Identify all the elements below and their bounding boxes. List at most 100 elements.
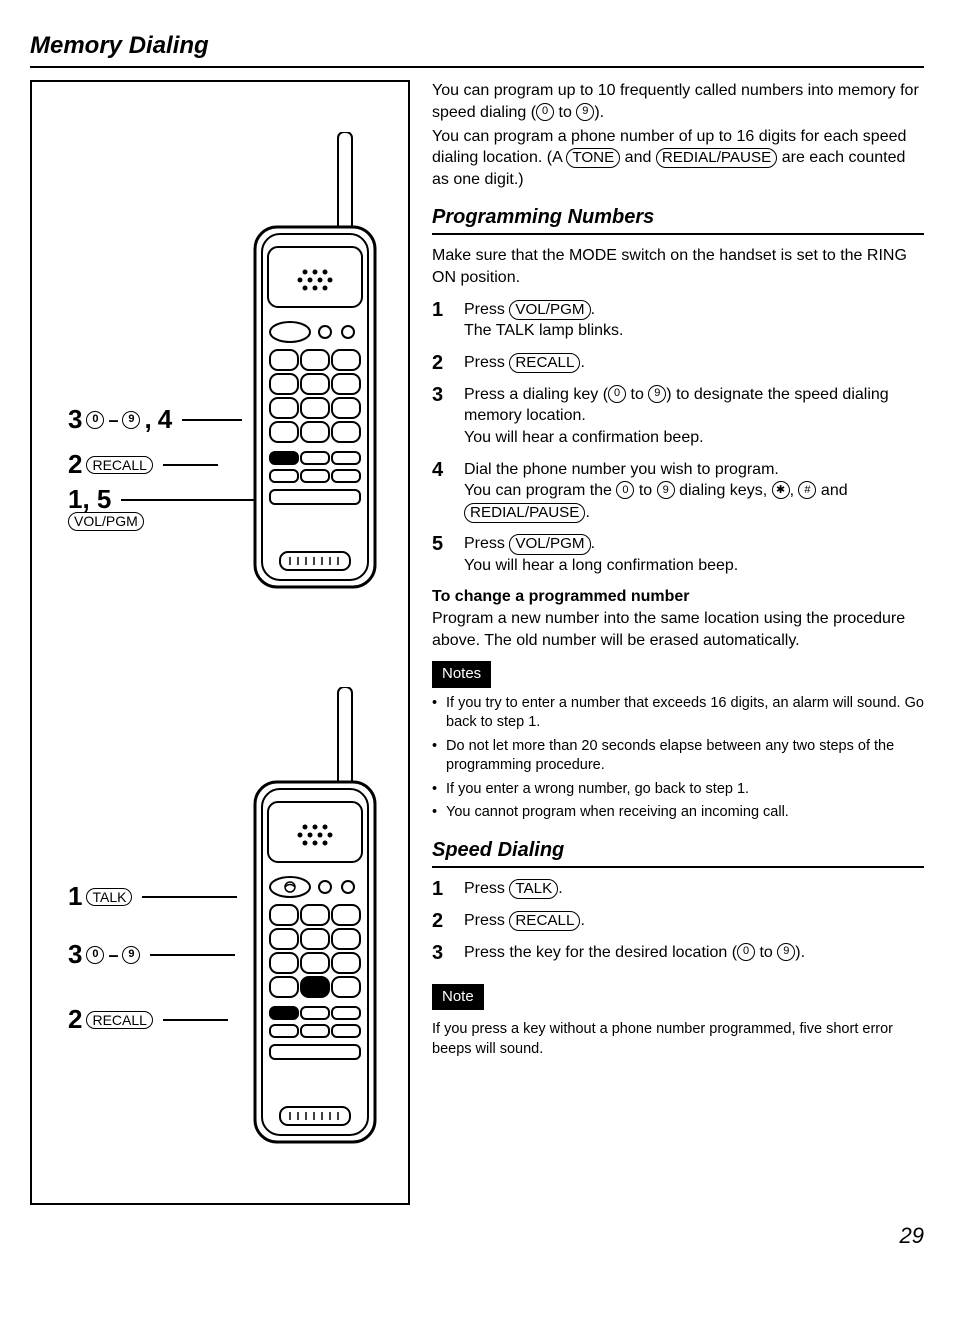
step-text: Press — [464, 880, 509, 897]
dash: – — [108, 943, 118, 967]
step-text: Press a dialing key ( — [464, 386, 608, 403]
step-1: 1 Press VOL/PGM. The TALK lamp blinks. — [432, 299, 924, 342]
change-number-body: Program a new number into the same locat… — [432, 608, 924, 651]
redial-pause-button-label: REDIAL/PAUSE — [464, 503, 585, 523]
step-l2c: , — [790, 482, 799, 499]
step-l2e: . — [585, 504, 589, 521]
notes-label: Notes — [432, 661, 491, 687]
programming-numbers-heading: Programming Numbers — [432, 204, 924, 235]
recall-button-label: RECALL — [86, 456, 152, 475]
digit-9-icon: 9 — [122, 411, 140, 429]
step-post: . — [580, 912, 584, 929]
page-title: Memory Dialing — [30, 30, 924, 68]
callout-volpgm: VOL/PGM — [68, 512, 144, 531]
diagram-programming: 3 0 – 9 , 4 2 RECALL 1, 5 VOL/PGM — [38, 92, 402, 637]
digit-0-icon: 0 — [536, 103, 554, 121]
step-number: 1 — [432, 299, 454, 342]
notes-list: If you try to enter a number that exceed… — [432, 694, 924, 823]
handset-illustration-1 — [240, 132, 390, 609]
note-item: If you try to enter a number that exceed… — [432, 694, 924, 733]
text-column: Memory Dialing You can program up to 10 … — [432, 80, 924, 1205]
digit-0-icon: 0 — [616, 481, 634, 499]
step-mid: to — [755, 944, 777, 961]
redial-pause-button-label: REDIAL/PAUSE — [656, 148, 777, 168]
page-number: 29 — [30, 1221, 924, 1251]
note-body: If you press a key without a phone numbe… — [432, 1020, 924, 1059]
step-post: . — [591, 301, 595, 318]
step-2: 2 Press RECALL. — [432, 910, 924, 932]
step-text: Press the key for the desired location ( — [464, 944, 737, 961]
step-number: 1 — [432, 878, 454, 900]
programming-steps: 1 Press VOL/PGM. The TALK lamp blinks. 2… — [432, 299, 924, 577]
digit-9-icon: 9 — [648, 385, 666, 403]
step-number: 2 — [432, 910, 454, 932]
digit-0-icon: 0 — [86, 411, 104, 429]
step-post: . — [580, 354, 584, 371]
intro-p1a: You can program up to 10 frequently call… — [432, 82, 919, 121]
callout-num: 2 — [68, 447, 82, 482]
digit-9-icon: 9 — [576, 103, 594, 121]
digit-9-icon: 9 — [777, 943, 795, 961]
talk-button-label: TALK — [86, 888, 132, 907]
step-l2a: You can program the — [464, 482, 616, 499]
step-number: 3 — [432, 384, 454, 449]
volpgm-button-label: VOL/PGM — [509, 300, 590, 320]
intro-p1b: to — [554, 104, 576, 121]
step-text: Press — [464, 535, 509, 552]
step-3: 3 Press the key for the desired location… — [432, 942, 924, 964]
step-number: 4 — [432, 459, 454, 524]
step-line2: You will hear a confirmation beep. — [464, 429, 704, 446]
hash-icon: # — [798, 481, 816, 499]
step-number: 5 — [432, 533, 454, 576]
callout-3: 3 0 – 9 — [68, 937, 235, 972]
tone-button-label: TONE — [566, 148, 620, 168]
recall-button-label: RECALL — [86, 1011, 152, 1030]
callout-num: 2 — [68, 1002, 82, 1037]
page-layout: 3 0 – 9 , 4 2 RECALL 1, 5 VOL/PGM — [30, 80, 924, 1205]
volpgm-button-label: VOL/PGM — [68, 512, 144, 531]
note-item: You cannot program when receiving an inc… — [432, 803, 924, 823]
intro-p2b: and — [620, 149, 656, 166]
step-text: Dial the phone number you wish to progra… — [464, 461, 779, 478]
digit-9-icon: 9 — [657, 481, 675, 499]
step-4: 4 Dial the phone number you wish to prog… — [432, 459, 924, 524]
recall-button-label: RECALL — [509, 353, 580, 373]
digit-9-icon: 9 — [122, 946, 140, 964]
callout-num: 3 — [68, 402, 82, 437]
callout-2: 2 RECALL — [68, 447, 218, 482]
note-label: Note — [432, 984, 484, 1010]
step-1: 1 Press TALK. — [432, 878, 924, 900]
step-line2: The TALK lamp blinks. — [464, 322, 623, 339]
star-icon: ✱ — [772, 481, 790, 499]
step-number: 2 — [432, 352, 454, 374]
speed-dialing-heading: Speed Dialing — [432, 837, 924, 868]
handset-illustration-2 — [240, 687, 390, 1164]
step-post: . — [591, 535, 595, 552]
step-number: 3 — [432, 942, 454, 964]
volpgm-button-label: VOL/PGM — [509, 534, 590, 554]
step-post: . — [558, 880, 562, 897]
step-text: Press — [464, 912, 509, 929]
dash: – — [108, 408, 118, 432]
step-l2b: dialing keys, — [675, 482, 772, 499]
diagram-panel: 3 0 – 9 , 4 2 RECALL 1, 5 VOL/PGM — [30, 80, 410, 1205]
callout-3-4: 3 0 – 9 , 4 — [68, 402, 242, 437]
note-item: If you enter a wrong number, go back to … — [432, 780, 924, 800]
step-l2mid: to — [634, 482, 656, 499]
callout-talk: 1 TALK — [68, 879, 237, 914]
intro-p1c: ). — [594, 104, 604, 121]
callout-num: 3 — [68, 937, 82, 972]
step-2: 2 Press RECALL. — [432, 352, 924, 374]
step-text: Press — [464, 354, 509, 371]
digit-0-icon: 0 — [608, 385, 626, 403]
recall-button-label: RECALL — [509, 911, 580, 931]
intro-text: You can program up to 10 frequently call… — [432, 80, 924, 190]
change-number-heading: To change a programmed number — [432, 586, 924, 608]
talk-button-label: TALK — [509, 879, 558, 899]
callout-recall-2: 2 RECALL — [68, 1002, 228, 1037]
callout-num: 1 — [68, 879, 82, 914]
comma: , — [144, 402, 151, 437]
step-5: 5 Press VOL/PGM. You will hear a long co… — [432, 533, 924, 576]
step-mid: to — [626, 386, 648, 403]
step-text: Press — [464, 301, 509, 318]
